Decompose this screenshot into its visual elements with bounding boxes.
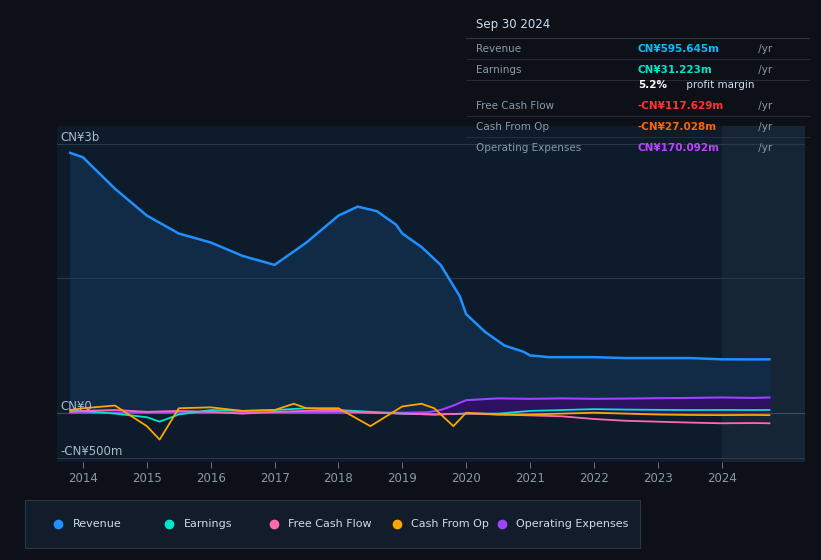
Text: Revenue: Revenue	[476, 44, 521, 54]
Text: /yr: /yr	[755, 122, 773, 132]
Text: 5.2%: 5.2%	[638, 80, 667, 90]
Text: /yr: /yr	[755, 143, 773, 153]
Text: CN¥31.223m: CN¥31.223m	[638, 65, 713, 75]
Text: CN¥170.092m: CN¥170.092m	[638, 143, 720, 153]
Text: Cash From Op: Cash From Op	[411, 519, 489, 529]
Text: /yr: /yr	[755, 101, 773, 111]
Text: Sep 30 2024: Sep 30 2024	[476, 18, 550, 31]
Text: Earnings: Earnings	[476, 65, 521, 75]
Text: -CN¥117.629m: -CN¥117.629m	[638, 101, 724, 111]
Bar	[722, 126, 805, 462]
Text: -CN¥500m: -CN¥500m	[61, 445, 123, 458]
Text: Free Cash Flow: Free Cash Flow	[476, 101, 554, 111]
Text: Free Cash Flow: Free Cash Flow	[288, 519, 372, 529]
Text: CN¥3b: CN¥3b	[61, 131, 100, 144]
Text: Revenue: Revenue	[72, 519, 122, 529]
Text: Cash From Op: Cash From Op	[476, 122, 549, 132]
Text: CN¥0: CN¥0	[61, 400, 93, 413]
Text: Earnings: Earnings	[184, 519, 232, 529]
Text: -CN¥27.028m: -CN¥27.028m	[638, 122, 717, 132]
Text: Operating Expenses: Operating Expenses	[516, 519, 628, 529]
Text: Operating Expenses: Operating Expenses	[476, 143, 581, 153]
Text: /yr: /yr	[755, 65, 773, 75]
Text: profit margin: profit margin	[683, 80, 754, 90]
Text: /yr: /yr	[755, 44, 773, 54]
Text: CN¥595.645m: CN¥595.645m	[638, 44, 720, 54]
